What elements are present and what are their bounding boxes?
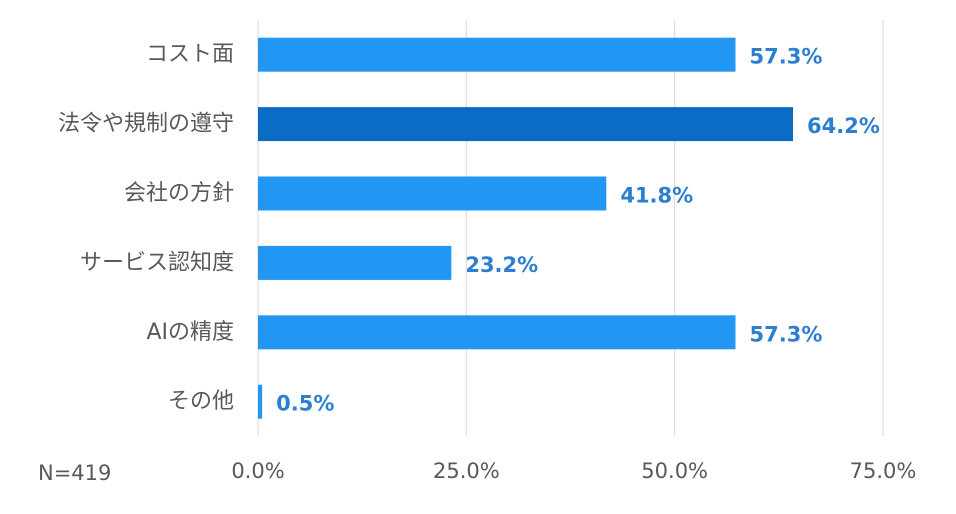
category-label: コスト面 <box>146 42 234 67</box>
data-label: 57.3% <box>750 45 823 69</box>
category-label: AIの精度 <box>146 320 234 345</box>
data-label: 0.5% <box>276 392 334 416</box>
bar <box>258 245 452 280</box>
bar <box>258 315 736 350</box>
category-label: 会社の方針 <box>124 181 234 206</box>
data-label: 57.3% <box>750 322 823 346</box>
data-label: 64.2% <box>807 114 880 138</box>
bar <box>258 176 607 211</box>
sample-size-note: N=419 <box>38 461 111 485</box>
data-labels: 57.3% 64.2% 41.8% 23.2% 57.3% 0.5% <box>276 45 880 416</box>
x-tick-label: 75.0% <box>850 459 917 483</box>
bar <box>258 107 793 142</box>
category-label: その他 <box>168 389 234 414</box>
x-tick-label: 50.0% <box>641 459 708 483</box>
bar <box>258 37 736 72</box>
x-tick-labels: 0.0% 25.0% 50.0% 75.0% <box>231 459 916 483</box>
x-tick-label: 25.0% <box>433 459 500 483</box>
category-label: 法令や規制の遵守 <box>58 112 234 137</box>
bar <box>258 384 263 419</box>
category-label: サービス認知度 <box>80 250 234 275</box>
data-label: 23.2% <box>465 253 538 277</box>
grid-lines <box>257 20 884 436</box>
bars <box>258 37 793 419</box>
x-tick-label: 0.0% <box>231 459 284 483</box>
data-label: 41.8% <box>620 184 693 208</box>
